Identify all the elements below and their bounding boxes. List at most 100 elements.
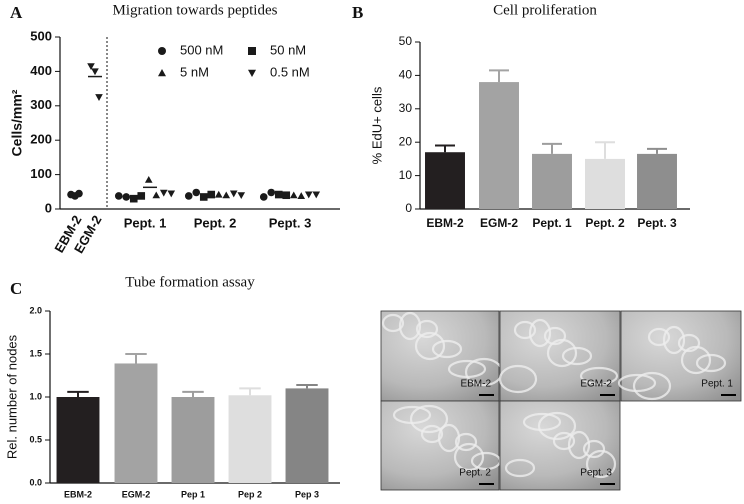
cell-network (647, 327, 671, 347)
micrograph-label: Pept. 1 (701, 379, 733, 390)
point (237, 192, 246, 200)
error-bar (435, 144, 455, 153)
x-tick-label: Pept. 2 (194, 215, 237, 230)
bar (532, 153, 572, 209)
x-tick-label: Pept. 1 (124, 215, 167, 230)
cell-network (617, 373, 657, 393)
cell-network (454, 432, 478, 452)
cell-network (546, 338, 578, 368)
point (137, 192, 146, 200)
point (282, 191, 291, 200)
micrograph-label: EGM-2 (580, 379, 612, 390)
x-tick-label: Pept. 3 (269, 215, 312, 230)
legend-marker (158, 69, 166, 77)
point (152, 191, 161, 199)
cell-network (561, 346, 593, 366)
cell-network (579, 366, 619, 386)
cell-network (537, 411, 577, 441)
micrograph-label: Pept. 2 (459, 468, 491, 479)
error-bar (542, 142, 562, 154)
cell-network (695, 353, 727, 373)
cell-network (632, 371, 672, 401)
error-bar (489, 69, 509, 83)
y-tick-label: 0 (45, 200, 52, 215)
cell-network (582, 439, 606, 459)
cell-network (498, 364, 538, 394)
legend-marker (248, 47, 256, 55)
error-bar (647, 147, 667, 154)
point (144, 175, 153, 183)
point (75, 189, 83, 198)
legend-marker (248, 69, 256, 77)
cell-network (453, 442, 485, 472)
error-bar (182, 390, 204, 397)
point (297, 192, 306, 199)
error-bar (239, 387, 261, 396)
cell-network (398, 311, 422, 341)
legend-marker (248, 69, 256, 77)
cell-network (567, 430, 591, 460)
y-tick-label: 20 (399, 134, 413, 148)
point (199, 193, 208, 201)
cell-network (662, 325, 686, 355)
point (222, 191, 231, 199)
point (91, 68, 99, 76)
legend-marker (158, 47, 166, 55)
bar (114, 363, 158, 483)
cell-network (552, 431, 576, 451)
bar (285, 388, 329, 483)
panel-label: C (10, 279, 22, 298)
cell-network (420, 424, 444, 444)
bar (56, 397, 100, 483)
bar (171, 397, 215, 483)
chart-title: Migration towards peptides (113, 2, 278, 18)
y-tick-label: 0.5 (29, 434, 42, 444)
y-tick-label: 30 (399, 101, 413, 115)
y-tick-label: 500 (30, 28, 52, 43)
bar (425, 152, 465, 209)
point (129, 194, 138, 203)
y-axis-label: Rel. number of nodes (4, 334, 19, 459)
legend-label: 0.5 nM (270, 64, 310, 79)
chart-title: Tube formation assay (125, 274, 255, 290)
micrograph (620, 310, 742, 402)
point (167, 190, 176, 198)
x-tick-label: Pep 1 (181, 489, 205, 499)
cell-network (513, 320, 537, 340)
y-tick-label: 40 (399, 68, 413, 82)
point (114, 192, 123, 200)
x-tick-label: Pept. 1 (532, 216, 572, 230)
error-bar (595, 141, 615, 159)
bar (637, 153, 677, 209)
y-axis-label: Cells/mm² (9, 89, 25, 156)
y-tick-label: 10 (399, 168, 413, 182)
point (192, 188, 201, 197)
x-tick-label: EBM-2 (426, 216, 464, 230)
y-tick-label: 0 (405, 201, 412, 215)
cell-network (381, 313, 405, 333)
legend-marker (158, 47, 166, 55)
point (87, 63, 95, 71)
cell-network (437, 423, 461, 453)
x-tick-label: EGM-2 (480, 216, 518, 230)
y-tick-label: 100 (30, 166, 52, 181)
point (159, 189, 168, 197)
x-tick-label: Pep 3 (295, 489, 319, 499)
legend-marker (158, 69, 166, 77)
point (259, 193, 268, 201)
error-bar (125, 353, 147, 364)
bar (479, 82, 519, 209)
cell-network (409, 404, 449, 434)
y-tick-label: 2.0 (29, 305, 42, 315)
legend-label: 5 nM (180, 64, 209, 79)
cell-network (504, 458, 536, 478)
micrograph-label: Pept. 3 (580, 468, 612, 479)
point (207, 190, 216, 199)
cell-network (415, 319, 439, 339)
cell-network (431, 339, 463, 359)
y-tick-label: 400 (30, 63, 52, 78)
bar (585, 158, 625, 209)
point (122, 193, 131, 201)
x-tick-label: EGM-2 (122, 489, 151, 499)
y-tick-label: 200 (30, 132, 52, 147)
